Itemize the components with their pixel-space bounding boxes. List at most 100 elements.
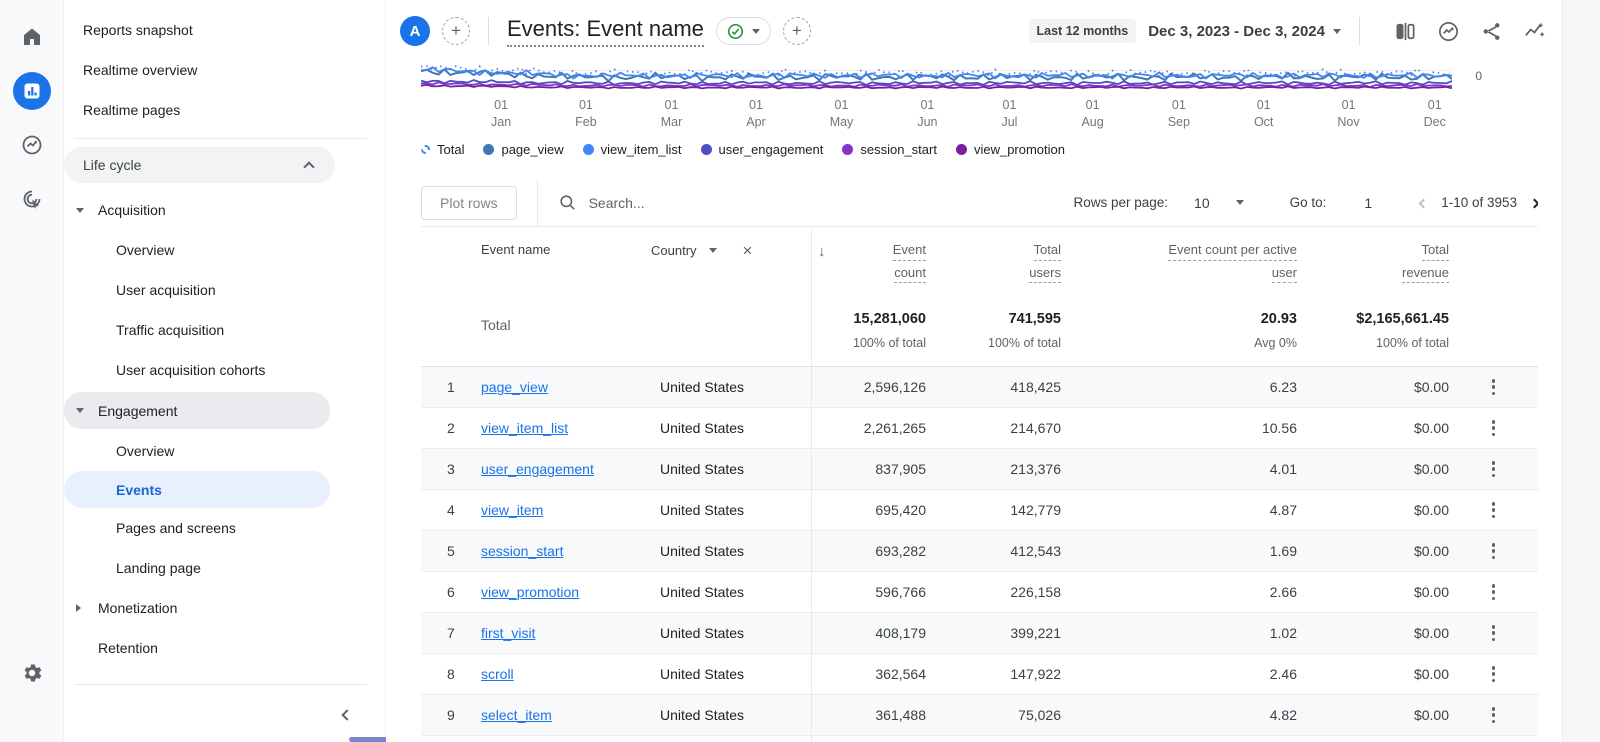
sidebar-item-traffic-acquisition[interactable]: Traffic acquisition	[64, 310, 385, 350]
event-name-link[interactable]: view_promotion	[481, 584, 651, 600]
metric-header-event-count[interactable]: Eventcount	[811, 242, 926, 287]
sidebar-item-landing-page[interactable]: Landing page	[64, 548, 385, 588]
search-box[interactable]: Search...	[558, 193, 645, 212]
dimension-header[interactable]: Event name	[481, 242, 651, 257]
event-name-link[interactable]: user_engagement	[481, 461, 594, 477]
sidebar-item-user-acquisition[interactable]: User acquisition	[64, 270, 385, 310]
page-title[interactable]: Events: Event name	[507, 16, 704, 47]
collapse-sidebar-icon[interactable]	[343, 706, 351, 722]
date-chevron-down-icon[interactable]	[1333, 29, 1341, 34]
plot-rows-button[interactable]: Plot rows	[421, 186, 517, 220]
legend-item-session-start[interactable]: session_start	[842, 142, 937, 157]
event-name-link[interactable]: page_view	[481, 379, 651, 395]
sidebar-item-realtime-pages[interactable]: Realtime pages	[64, 90, 385, 130]
row-index: 9	[421, 707, 481, 723]
expander-caret-icon[interactable]	[76, 604, 98, 612]
event-name-link[interactable]: scroll	[481, 666, 514, 682]
goto-page-input[interactable]: 1	[1364, 195, 1372, 211]
sidebar-item-overview[interactable]: Overview	[64, 431, 385, 471]
metric-header-total-revenue[interactable]: Totalrevenue	[1297, 242, 1449, 287]
right-panel-strip[interactable]	[1562, 0, 1600, 742]
add-comparison-button[interactable]: +	[442, 17, 470, 45]
sidebar-item-realtime-overview[interactable]: Realtime overview	[64, 50, 385, 90]
row-index: 5	[421, 543, 481, 559]
sidebar-item-overview[interactable]: Overview	[64, 230, 385, 270]
remove-secondary-dimension-icon[interactable]: ×	[743, 242, 753, 259]
trend-sparkle-icon[interactable]	[1523, 20, 1546, 43]
search-input[interactable]: Search...	[589, 195, 645, 211]
rows-per-page-chevron-icon[interactable]	[1236, 200, 1244, 205]
row-index: 2	[421, 420, 481, 436]
sort-descending-icon[interactable]: ↓	[818, 243, 826, 260]
event-name-link[interactable]: user_engagement	[481, 461, 651, 477]
legend-dot-icon	[583, 144, 594, 155]
avatar[interactable]: A	[400, 16, 430, 46]
sidebar-item-engagement[interactable]: Engagement	[64, 392, 330, 429]
event-name-link[interactable]: view_promotion	[481, 584, 579, 600]
event-name-link[interactable]: page_view	[481, 379, 548, 395]
sidebar-item-retention[interactable]: Retention	[64, 628, 385, 668]
x-tick-feb: 01Feb	[575, 97, 597, 131]
legend-dot-icon	[842, 144, 853, 155]
per-user-cell: 1.02	[1061, 625, 1297, 641]
expander-caret-icon[interactable]	[76, 208, 98, 213]
expander-caret-icon[interactable]	[76, 408, 98, 413]
metric-header-per-active-user[interactable]: Event count per activeuser	[1061, 242, 1297, 287]
home-icon[interactable]	[13, 18, 51, 56]
event-name-link[interactable]: scroll	[481, 666, 651, 682]
row-menu-kebab-icon[interactable]	[1488, 538, 1500, 565]
sidebar-item-reports-snapshot[interactable]: Reports snapshot	[64, 10, 385, 50]
row-menu-kebab-icon[interactable]	[1488, 661, 1500, 688]
rows-per-page-value[interactable]: 10	[1194, 195, 1210, 211]
report-status-pill[interactable]	[716, 17, 771, 45]
chart-plot-area[interactable]	[421, 64, 1452, 94]
event-name-link[interactable]: first_visit	[481, 625, 535, 641]
date-range[interactable]: Dec 3, 2023 - Dec 3, 2024	[1148, 23, 1325, 40]
event-name-link[interactable]: session_start	[481, 543, 651, 559]
row-menu-kebab-icon[interactable]	[1488, 620, 1500, 647]
event-name-link[interactable]: view_item_list	[481, 420, 651, 436]
event-name-link[interactable]: select_item	[481, 707, 651, 723]
legend-item-view-promotion[interactable]: view_promotion	[956, 142, 1065, 157]
event-name-link[interactable]: view_item_list	[481, 420, 568, 436]
sidebar-item-pages-and-screens[interactable]: Pages and screens	[64, 508, 385, 548]
previous-page-button[interactable]	[1420, 195, 1427, 210]
reports-icon[interactable]	[13, 72, 51, 110]
event-name-link[interactable]: session_start	[481, 543, 563, 559]
settings-gear-icon[interactable]	[13, 654, 51, 692]
explore-icon[interactable]	[13, 126, 51, 164]
row-menu-kebab-icon[interactable]	[1488, 497, 1500, 524]
metric-header-total-users[interactable]: Totalusers	[926, 242, 1061, 287]
legend-item-page-view[interactable]: page_view	[483, 142, 563, 157]
row-menu-kebab-icon[interactable]	[1488, 415, 1500, 442]
legend-item-view-item-list[interactable]: view_item_list	[583, 142, 682, 157]
country-cell: United States	[651, 379, 811, 395]
row-menu-kebab-icon[interactable]	[1488, 579, 1500, 606]
sidebar-item-monetization[interactable]: Monetization	[64, 588, 385, 628]
event-name-link[interactable]: first_visit	[481, 625, 651, 641]
secondary-dimension-header[interactable]: Country ×	[651, 242, 811, 259]
revenue-cell: $0.00	[1297, 502, 1449, 518]
row-menu-kebab-icon[interactable]	[1488, 374, 1500, 401]
next-page-button[interactable]	[1531, 195, 1538, 210]
add-report-tab-button[interactable]: +	[783, 17, 811, 45]
advertising-icon[interactable]	[13, 180, 51, 218]
insights-icon[interactable]	[1437, 20, 1460, 43]
row-menu-kebab-icon[interactable]	[1488, 456, 1500, 483]
sidebar-item-events[interactable]: Events	[64, 471, 330, 508]
legend-item-user-engagement[interactable]: user_engagement	[701, 142, 824, 157]
legend-item-total[interactable]: Total	[421, 142, 464, 157]
compare-icon[interactable]	[1394, 20, 1417, 43]
event-name-link[interactable]: view_item	[481, 502, 543, 518]
event-name-link[interactable]: select_item	[481, 707, 552, 723]
collapse-section-chevron-icon[interactable]	[303, 161, 314, 172]
row-menu-kebab-icon[interactable]	[1488, 702, 1500, 729]
totals-total-users: 741,595 100% of total	[926, 311, 1061, 350]
sidebar-item-user-acquisition-cohorts[interactable]: User acquisition cohorts	[64, 350, 385, 390]
sidebar-item-life-cycle[interactable]: Life cycle	[64, 147, 335, 183]
share-icon[interactable]	[1480, 20, 1503, 43]
sidebar-item-acquisition[interactable]: Acquisition	[64, 190, 385, 230]
event-name-link[interactable]: view_item	[481, 502, 651, 518]
table-header-row: Event name Country × Eventcount Totaluse…	[421, 227, 1538, 297]
secondary-dimension-chevron-icon[interactable]	[709, 248, 717, 253]
